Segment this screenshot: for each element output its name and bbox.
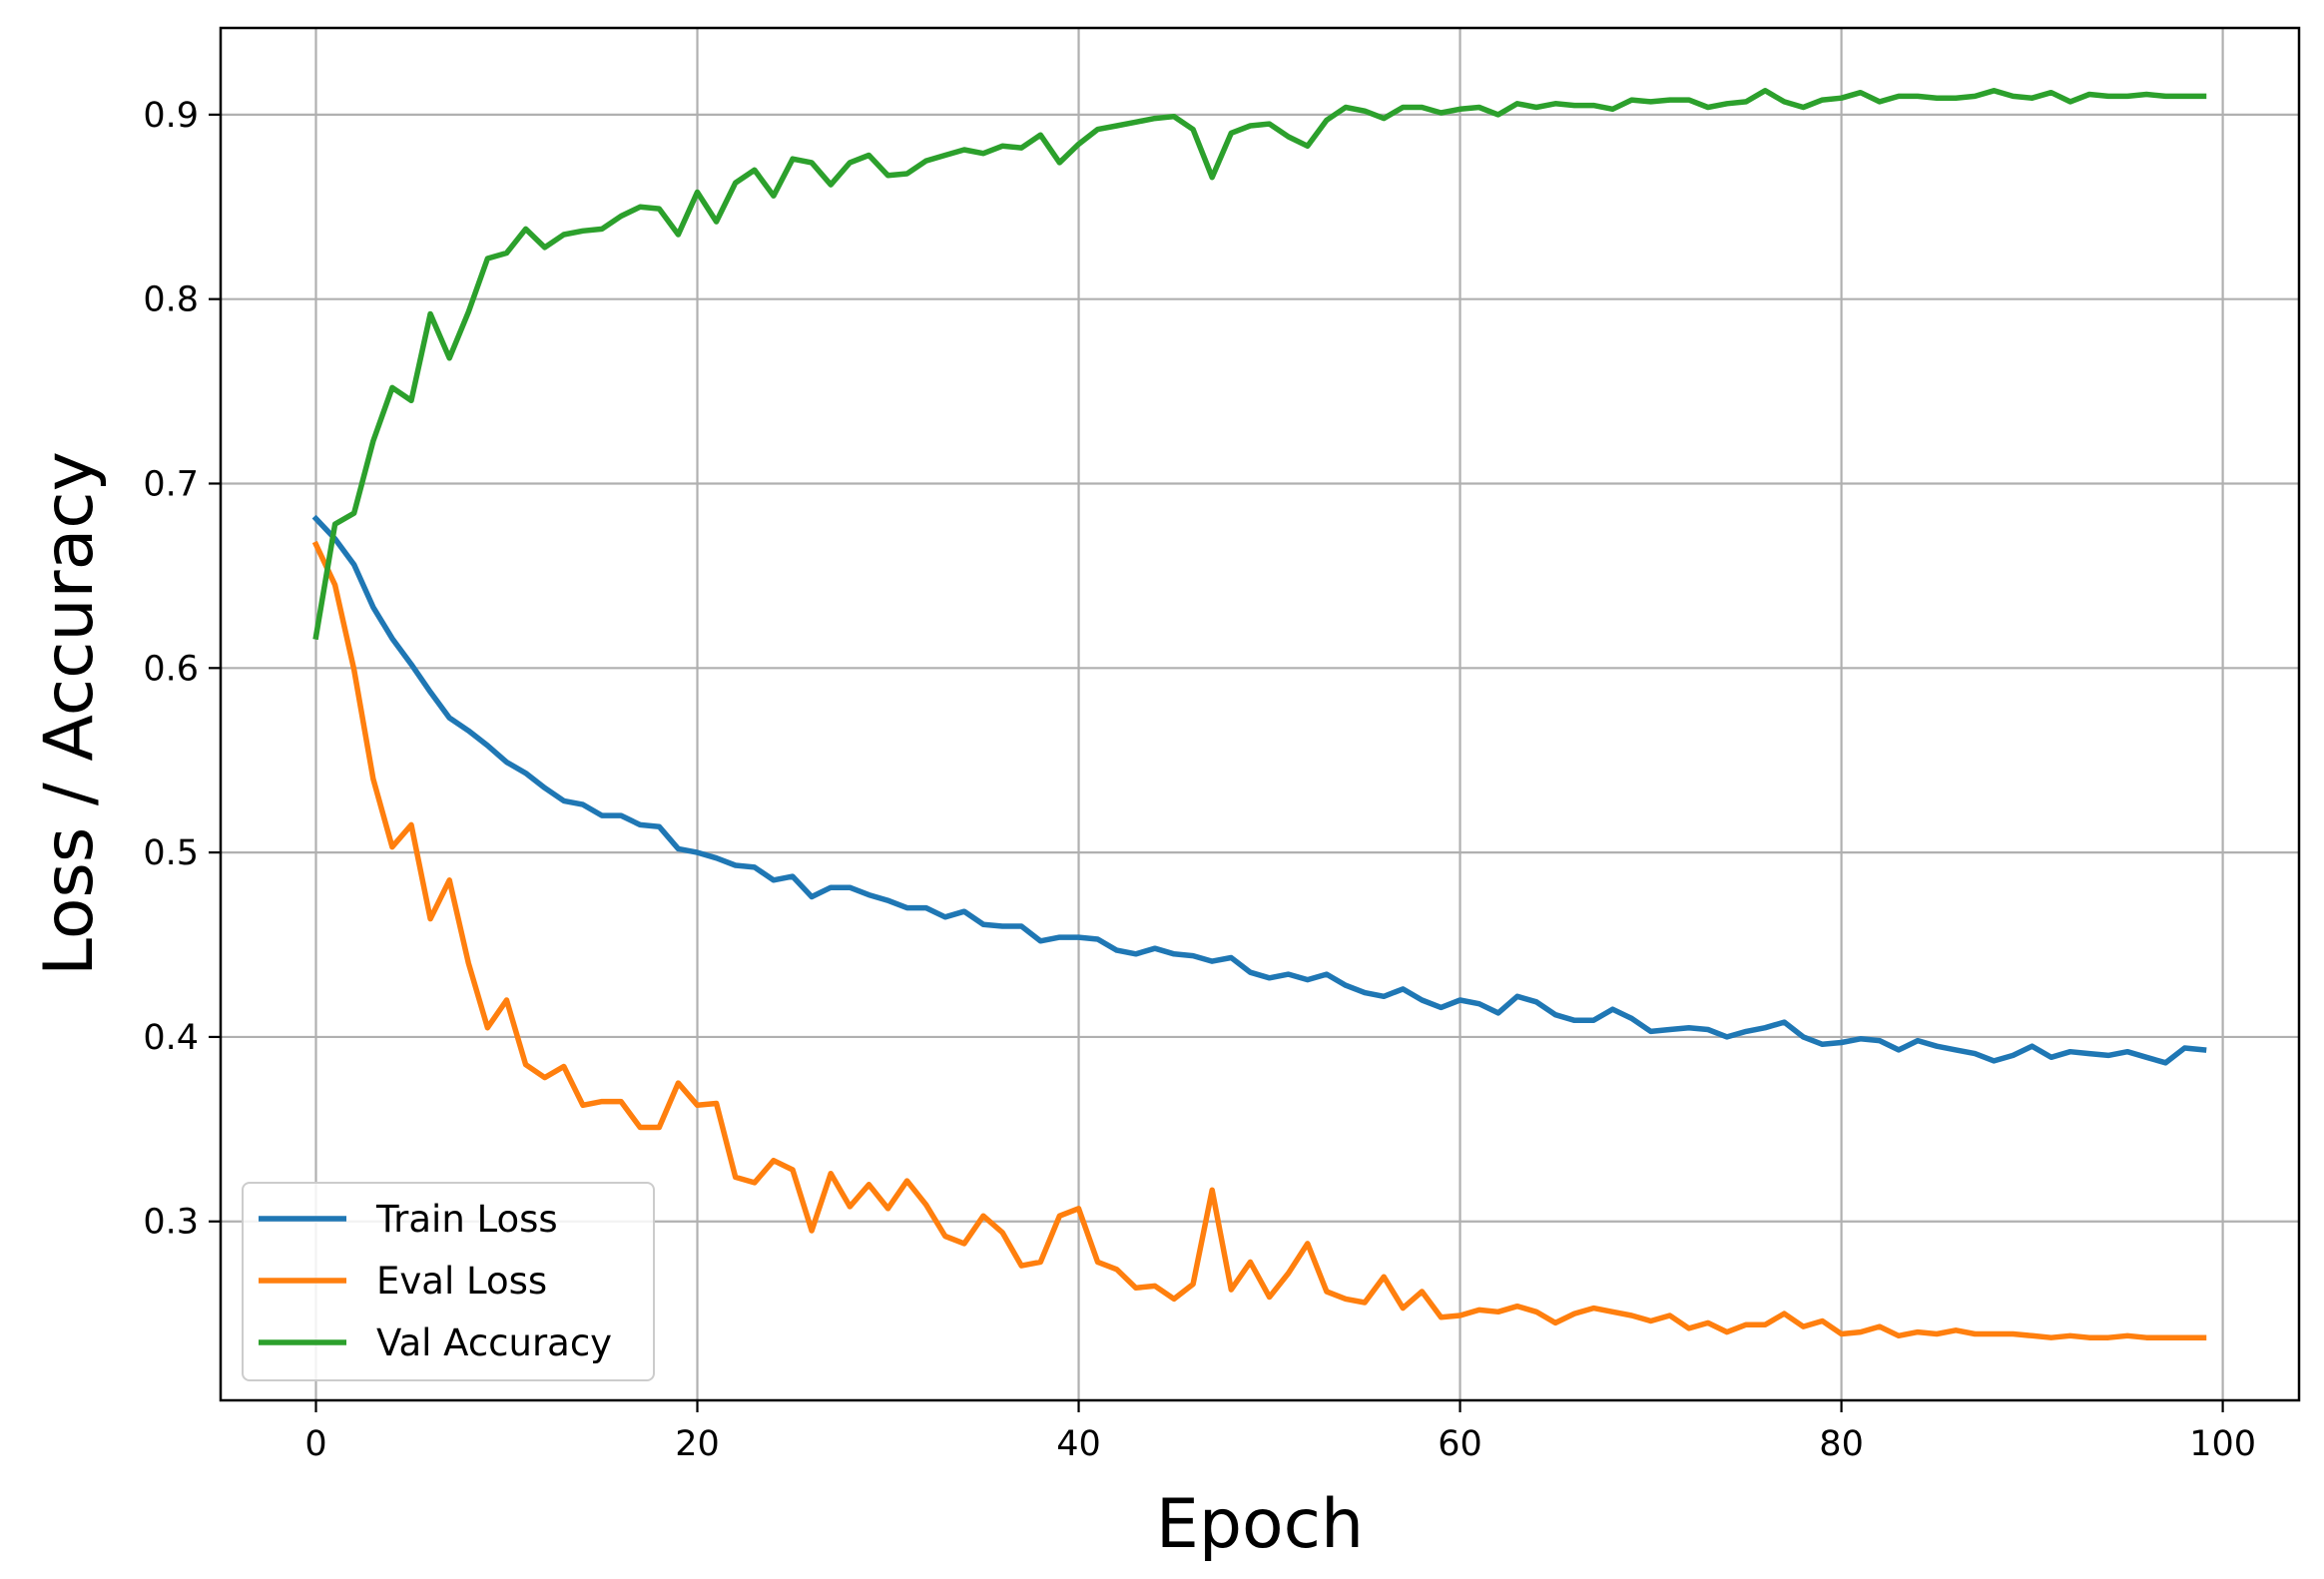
y-tick-label: 0.9 [143, 96, 199, 136]
legend-box [242, 1182, 655, 1381]
series-lines [311, 88, 2207, 1340]
y-tick-label: 0.8 [143, 280, 199, 320]
y-tick-label: 0.7 [143, 464, 199, 504]
series-line-train-loss [311, 514, 2207, 1066]
series-line-val-accuracy [312, 88, 2207, 641]
x-tick-label: 0 [304, 1424, 326, 1464]
plot-frame [219, 26, 2301, 1402]
y-tick-label: 0.6 [143, 649, 199, 689]
x-tick-label: 80 [1819, 1424, 1864, 1464]
legend-label: Train Loss [375, 1198, 558, 1241]
y-tick-label: 0.3 [143, 1203, 199, 1243]
y-axis-label: Loss / Accuracy [30, 451, 109, 976]
legend: Train Loss Eval Loss Val Accuracy [242, 1182, 655, 1381]
legend-label: Val Accuracy [376, 1321, 612, 1364]
x-tick-label: 20 [675, 1424, 720, 1464]
y-tick-label: 0.4 [143, 1018, 199, 1058]
series-line-eval-loss [311, 540, 2207, 1340]
x-axis-label: Epoch [1156, 1485, 1364, 1564]
x-tick-label: 100 [2189, 1424, 2256, 1464]
x-tick-label: 40 [1056, 1424, 1101, 1464]
y-tick-label: 0.5 [143, 833, 199, 873]
x-tick-label: 60 [1438, 1424, 1482, 1464]
grid-lines [221, 28, 2299, 1400]
axis-ticks: 0 20 40 60 80 100 0.3 0.4 0.5 0.6 0.7 0.8 0.9 [143, 96, 2256, 1464]
legend-label: Eval Loss [376, 1260, 547, 1303]
